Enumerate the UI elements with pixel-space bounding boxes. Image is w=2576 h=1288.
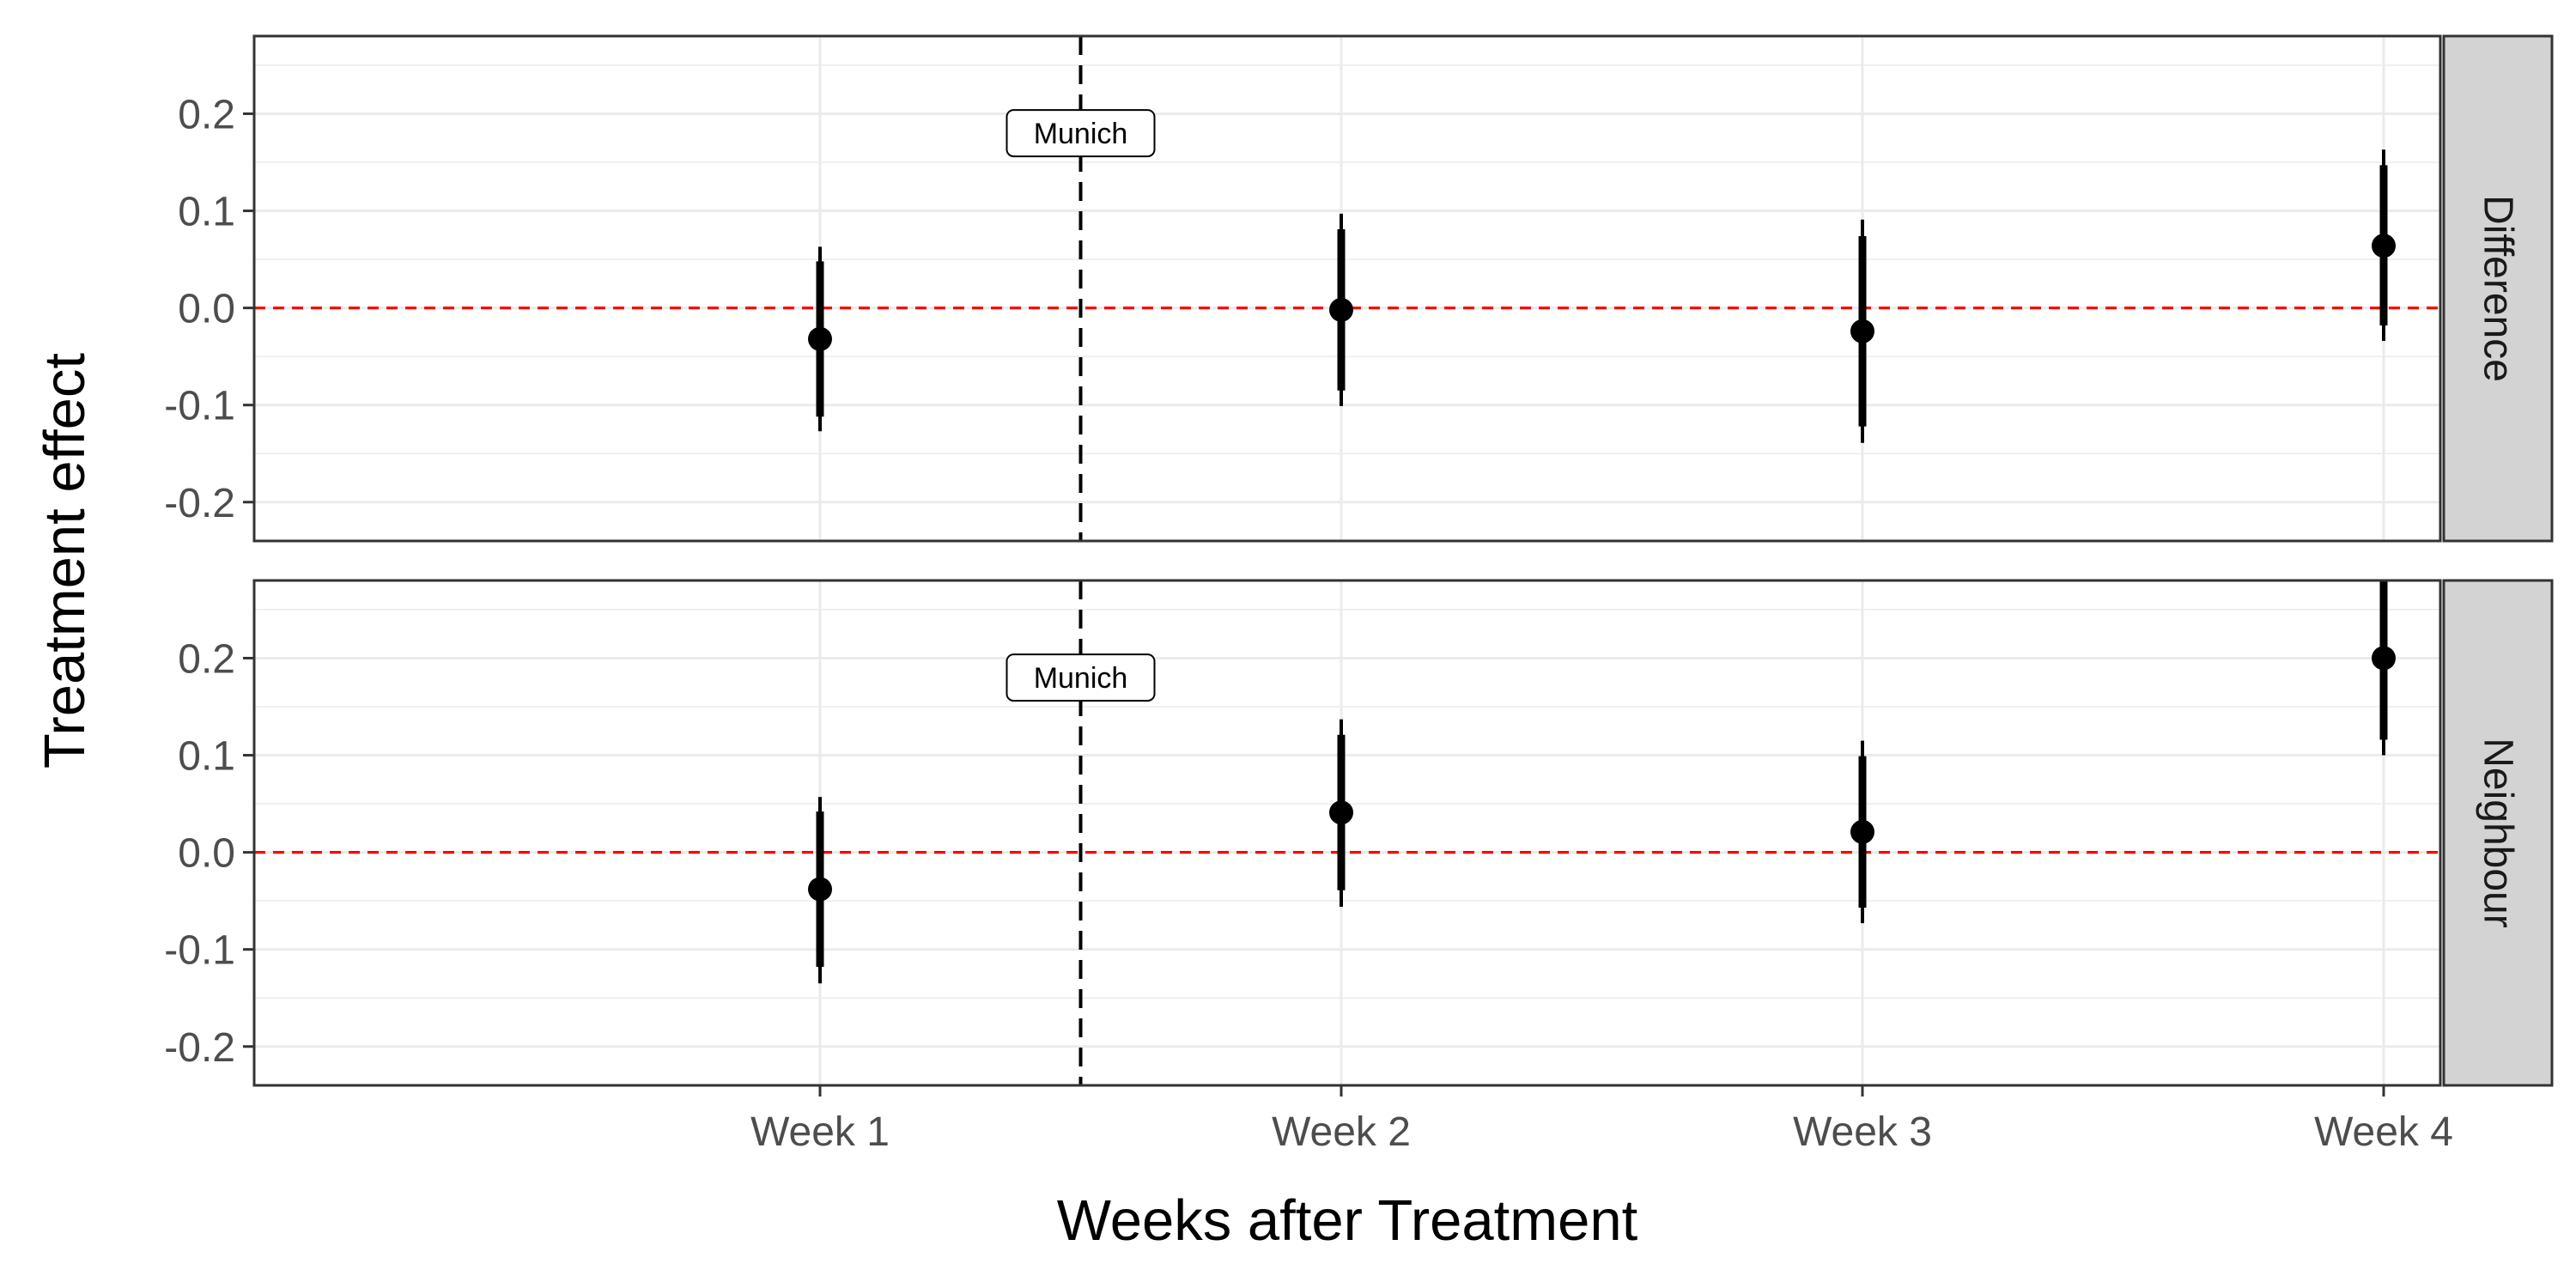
y-tick-label: 0.1 <box>178 190 235 235</box>
x-axis-title: Weeks after Treatment <box>1057 1188 1638 1253</box>
y-tick-label: -0.1 <box>164 384 235 429</box>
facet-strip <box>2442 34 2554 543</box>
y-tick-label: -0.1 <box>164 928 235 974</box>
y-axis-title: Treatment effect <box>33 353 97 769</box>
y-tick-label: -0.2 <box>164 481 235 526</box>
facet-panel-neighbour: Munich -0.2 -0.1 0.0 0.1 0.2 Neighbour <box>164 579 2554 1087</box>
panel-background <box>254 580 2440 1085</box>
estimate-point <box>1850 819 1874 844</box>
y-tick-label: 0.0 <box>178 831 235 877</box>
event-label: Munich <box>1034 662 1128 695</box>
facet-strip-label: Difference <box>2476 195 2521 382</box>
panel-border <box>252 579 2442 1087</box>
y-tick-label: 0.2 <box>178 636 235 682</box>
estimate-point <box>808 877 832 902</box>
event-label-box <box>1005 653 1156 702</box>
event-label-box <box>1005 109 1156 158</box>
y-tick-label: 0.1 <box>178 734 235 780</box>
x-tick-label: Week 2 <box>1272 1109 1411 1155</box>
x-tick-label: Week 3 <box>1793 1109 1932 1155</box>
estimate-point <box>2372 234 2396 258</box>
y-tick-label: 0.0 <box>178 287 235 332</box>
panel-border <box>252 34 2442 543</box>
facet-panel-difference: Munich -0.2 -0.1 0.0 0.1 0.2 Difference <box>164 34 2554 543</box>
panel-background <box>254 36 2440 541</box>
estimate-point <box>1850 319 1874 343</box>
estimate-point <box>1329 800 1353 825</box>
y-tick-label: -0.2 <box>164 1025 235 1071</box>
event-label: Munich <box>1034 118 1128 150</box>
x-tick-label: Week 1 <box>750 1109 890 1155</box>
estimate-point <box>808 326 832 351</box>
estimate-point <box>2372 646 2396 671</box>
y-tick-label: 0.2 <box>178 92 235 137</box>
facet-strip-label: Neighbour <box>2476 738 2521 928</box>
estimate-point <box>1329 297 1353 322</box>
data-marks <box>808 149 2396 443</box>
data-marks <box>808 580 2396 984</box>
x-tick-label: Week 4 <box>2314 1109 2453 1155</box>
facet-strip <box>2442 579 2554 1087</box>
